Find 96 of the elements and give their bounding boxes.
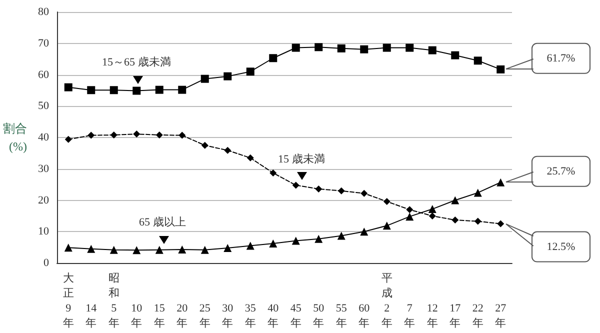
point bbox=[200, 74, 209, 83]
y-tick-label: 30 bbox=[38, 162, 50, 175]
point bbox=[110, 86, 118, 94]
x-tick-label: 40年 bbox=[268, 302, 280, 330]
x-tick-label: 45年 bbox=[290, 302, 302, 330]
point bbox=[64, 83, 72, 92]
point bbox=[110, 131, 118, 138]
point bbox=[338, 187, 345, 194]
x-tick-label: 30年 bbox=[222, 302, 234, 330]
x-tick-label: 10年 bbox=[131, 302, 143, 330]
x-tick-label: 大正9年 bbox=[62, 272, 74, 330]
x-tick-label: 27年 bbox=[495, 302, 507, 330]
point bbox=[64, 244, 72, 252]
point bbox=[382, 44, 391, 52]
point bbox=[246, 68, 254, 76]
x-tick-label: 17年 bbox=[450, 302, 462, 330]
point bbox=[360, 190, 368, 197]
y-tick-label: 50 bbox=[38, 100, 50, 112]
point bbox=[224, 72, 232, 80]
point bbox=[428, 205, 436, 214]
y-tick-label: 70 bbox=[38, 37, 50, 50]
point bbox=[406, 206, 414, 214]
point bbox=[497, 220, 504, 228]
point bbox=[406, 44, 414, 52]
annotation: 15～65 歳未満 bbox=[102, 56, 171, 68]
point bbox=[132, 86, 141, 95]
point bbox=[246, 242, 254, 250]
point bbox=[155, 86, 164, 94]
point bbox=[292, 44, 300, 52]
point bbox=[133, 130, 140, 138]
point bbox=[292, 182, 300, 189]
point bbox=[382, 222, 391, 230]
point bbox=[451, 196, 460, 204]
point bbox=[337, 232, 346, 240]
point bbox=[178, 86, 186, 94]
point bbox=[474, 218, 482, 225]
y-tick-label: 10 bbox=[38, 226, 50, 238]
point bbox=[178, 132, 186, 139]
point bbox=[87, 244, 96, 253]
point bbox=[428, 212, 436, 220]
point bbox=[452, 216, 459, 224]
point bbox=[156, 131, 163, 138]
y-tick-label: 40 bbox=[38, 132, 50, 144]
point bbox=[360, 45, 368, 54]
point bbox=[360, 228, 368, 236]
point bbox=[474, 188, 482, 197]
point bbox=[110, 246, 118, 254]
point bbox=[292, 236, 300, 245]
point bbox=[88, 132, 95, 139]
point bbox=[269, 240, 278, 248]
point bbox=[496, 65, 505, 74]
x-tick-label: 55年 bbox=[336, 302, 348, 330]
point bbox=[314, 234, 323, 243]
point bbox=[132, 246, 141, 254]
x-tick-label: 50年 bbox=[313, 302, 325, 330]
point bbox=[87, 86, 96, 94]
x-tick-label: 7年 bbox=[404, 302, 416, 330]
point bbox=[496, 178, 505, 186]
x-tick-label: 22年 bbox=[472, 302, 484, 330]
point bbox=[314, 43, 323, 52]
point bbox=[200, 246, 209, 254]
point bbox=[315, 185, 322, 192]
x-tick-label: 60年 bbox=[358, 302, 370, 330]
point bbox=[428, 46, 436, 54]
point bbox=[246, 154, 254, 162]
annotation: 15 歳未満 bbox=[278, 152, 325, 166]
text: 12.5% bbox=[546, 240, 576, 253]
x-tick-label: 25年 bbox=[199, 302, 211, 330]
x-tick-label: 20年 bbox=[176, 302, 188, 330]
text: 61.7% bbox=[546, 52, 576, 64]
point bbox=[451, 51, 460, 60]
x-tick-label: 35年 bbox=[244, 302, 256, 330]
point bbox=[383, 198, 390, 206]
x-tick-label: 14年 bbox=[86, 302, 98, 330]
point bbox=[201, 142, 208, 149]
point bbox=[269, 54, 278, 62]
y-tick-label: 60 bbox=[38, 68, 50, 81]
x-tick-label: 12年 bbox=[426, 302, 438, 330]
point bbox=[270, 169, 277, 176]
y-tick-label: 20 bbox=[38, 194, 50, 206]
point bbox=[178, 246, 186, 254]
point bbox=[155, 246, 164, 254]
point bbox=[337, 44, 346, 52]
x-tick-label: 平成2年 bbox=[381, 272, 392, 330]
point bbox=[474, 56, 482, 65]
x-tick-label: 昭和5年 bbox=[108, 272, 120, 330]
point bbox=[224, 244, 232, 252]
y-axis-title: 割合 (%) bbox=[3, 122, 27, 154]
point bbox=[224, 146, 232, 154]
point bbox=[406, 212, 414, 221]
x-tick-label: 15年 bbox=[154, 302, 166, 330]
text: 25.7% bbox=[546, 165, 576, 178]
y-tick-label: 0 bbox=[44, 257, 50, 269]
point bbox=[64, 136, 72, 143]
y-tick-label: 80 bbox=[38, 6, 50, 18]
annotation: 65 歳以上 bbox=[139, 216, 186, 228]
